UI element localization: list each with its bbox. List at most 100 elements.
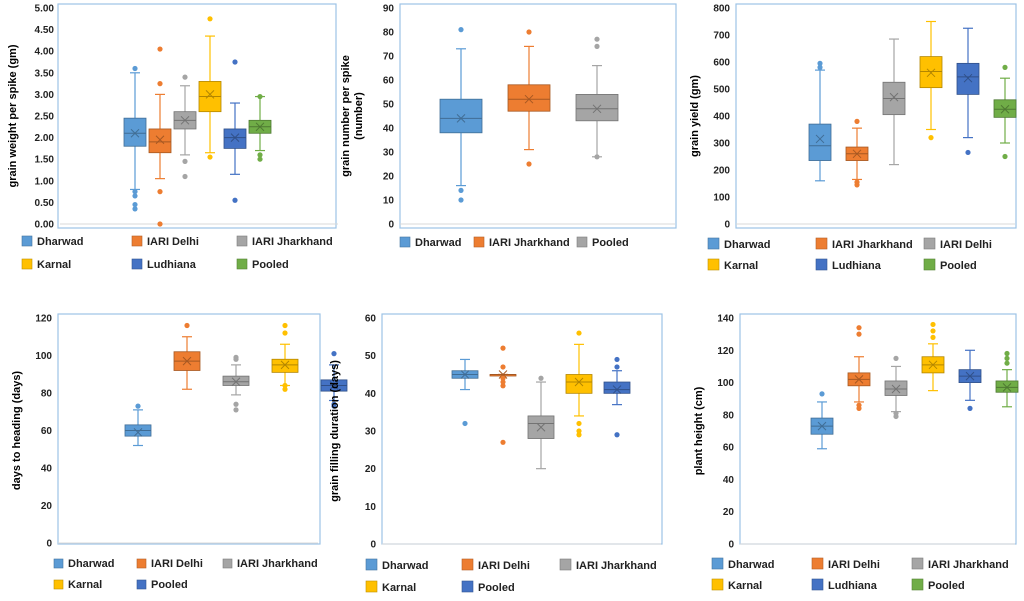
box-ludhiana bbox=[958, 349, 982, 411]
legend-label: IARI Delhi bbox=[147, 236, 199, 248]
chart-frame bbox=[735, 3, 1017, 229]
outlier-point bbox=[526, 161, 532, 167]
legend: Dharwad IARI Jharkhand IARI Delhi Karnal Lud… bbox=[707, 237, 992, 272]
outlier-point bbox=[1004, 355, 1010, 361]
mean-marker bbox=[889, 92, 899, 102]
outlier-point bbox=[500, 383, 506, 389]
mean-marker bbox=[155, 135, 165, 145]
box-karnal bbox=[198, 16, 222, 160]
outlier-point bbox=[576, 432, 582, 438]
mean-marker bbox=[928, 360, 938, 370]
outlier-point bbox=[930, 321, 936, 328]
legend-swatch bbox=[399, 236, 411, 248]
legend-label: Dharwad bbox=[724, 239, 770, 251]
outlier-point bbox=[1004, 350, 1010, 357]
box-iqr bbox=[507, 84, 551, 112]
mean-marker bbox=[612, 385, 622, 394]
y-tick-label: 20 bbox=[41, 501, 53, 512]
legend: Dharwad IARI Delhi IARI Jharkhand Karnal Lud… bbox=[711, 557, 1009, 592]
legend-label: IARI Delhi bbox=[478, 560, 530, 572]
box-iqr bbox=[271, 358, 299, 373]
mean-marker bbox=[536, 422, 546, 432]
legend-swatch bbox=[811, 578, 824, 591]
y-tick-label: 5.00 bbox=[35, 4, 55, 15]
outlier-point bbox=[233, 407, 239, 413]
legend-swatch bbox=[576, 236, 588, 248]
outlier-point bbox=[182, 74, 188, 80]
outlier-point bbox=[500, 439, 506, 445]
y-tick-label: 100 bbox=[713, 193, 730, 204]
box-karnal bbox=[271, 322, 299, 392]
mean-marker bbox=[255, 122, 265, 132]
legend-swatch bbox=[365, 558, 378, 571]
chart-4: 0 20 40 60 80 100 120 days to heading (days) Dha… bbox=[11, 313, 348, 591]
mean-marker bbox=[1000, 104, 1010, 114]
box-dharwad bbox=[123, 65, 147, 212]
outlier-point bbox=[854, 118, 860, 124]
mean-marker bbox=[498, 370, 508, 379]
box-iari-jharkhand bbox=[845, 118, 869, 188]
y-tick-label: 20 bbox=[723, 507, 735, 518]
legend-label: Pooled bbox=[940, 260, 977, 272]
legend-label: Dharwad bbox=[728, 559, 774, 571]
legend: Dharwad IARI Delhi IARI Jharkhand Karnal Poo… bbox=[53, 558, 318, 591]
y-tick-label: 0 bbox=[388, 220, 394, 231]
outlier-point bbox=[1002, 64, 1008, 70]
y-tick-label: 30 bbox=[383, 148, 395, 159]
box-iari-jharkhand bbox=[527, 375, 555, 470]
legend-swatch bbox=[21, 258, 33, 270]
y-tick-label: 10 bbox=[383, 196, 395, 207]
y-tick-label: 100 bbox=[717, 378, 734, 389]
box-iqr bbox=[884, 380, 908, 396]
box-dharwad bbox=[439, 27, 483, 203]
y-tick-label: 140 bbox=[717, 314, 734, 325]
outlier-point bbox=[458, 197, 464, 203]
mean-marker bbox=[574, 377, 584, 387]
outlier-point bbox=[614, 364, 620, 370]
outlier-point bbox=[233, 354, 239, 360]
box-pooled bbox=[995, 350, 1019, 408]
outlier-point bbox=[282, 330, 288, 336]
mean-marker bbox=[854, 374, 864, 384]
outlier-point bbox=[893, 355, 899, 361]
chart-frame bbox=[57, 313, 321, 545]
box-iari-jharkhand bbox=[222, 354, 250, 413]
y-tick-label: 60 bbox=[723, 443, 735, 454]
box-pooled bbox=[320, 351, 348, 409]
legend: Dharwad IARI Delhi IARI Jharkhand Karnal Poo… bbox=[365, 558, 657, 594]
mean-marker bbox=[280, 360, 290, 370]
y-tick-label: 300 bbox=[713, 139, 730, 150]
outlier-point bbox=[1004, 360, 1010, 366]
outlier-point bbox=[576, 428, 582, 434]
box-dharwad bbox=[810, 391, 834, 450]
y-tick-label: 200 bbox=[713, 166, 730, 177]
mean-marker bbox=[230, 133, 240, 142]
box-iari-delhi bbox=[847, 325, 871, 411]
y-tick-label: 0.50 bbox=[35, 198, 55, 209]
legend-swatch bbox=[473, 236, 485, 248]
y-tick-label: 0 bbox=[370, 540, 376, 551]
outlier-point bbox=[856, 331, 862, 337]
outlier-point bbox=[965, 149, 971, 156]
legend-label: Ludhiana bbox=[828, 580, 878, 592]
box-iqr bbox=[439, 98, 483, 134]
mean-marker bbox=[182, 356, 192, 366]
outlier-point bbox=[500, 345, 506, 351]
legend-swatch bbox=[815, 258, 828, 271]
chart-frame bbox=[399, 3, 677, 229]
outlier-point bbox=[157, 221, 163, 227]
box-iari-jharkhand bbox=[884, 355, 908, 420]
y-tick-label: 90 bbox=[383, 4, 395, 15]
outlier-point bbox=[594, 43, 600, 50]
box-karnal bbox=[919, 20, 943, 141]
outlier-point bbox=[257, 156, 263, 162]
outlier-point bbox=[157, 189, 163, 195]
legend-label: IARI Jharkhand bbox=[252, 236, 333, 248]
legend-swatch bbox=[911, 578, 924, 591]
chart-frame bbox=[739, 313, 1017, 545]
legend-swatch bbox=[461, 558, 474, 571]
box-iari-jharkhand bbox=[173, 74, 197, 180]
y-axis-label-line: grain number per spike bbox=[340, 55, 352, 177]
legend-label: Karnal bbox=[728, 580, 762, 592]
box-ludhiana bbox=[223, 59, 247, 203]
